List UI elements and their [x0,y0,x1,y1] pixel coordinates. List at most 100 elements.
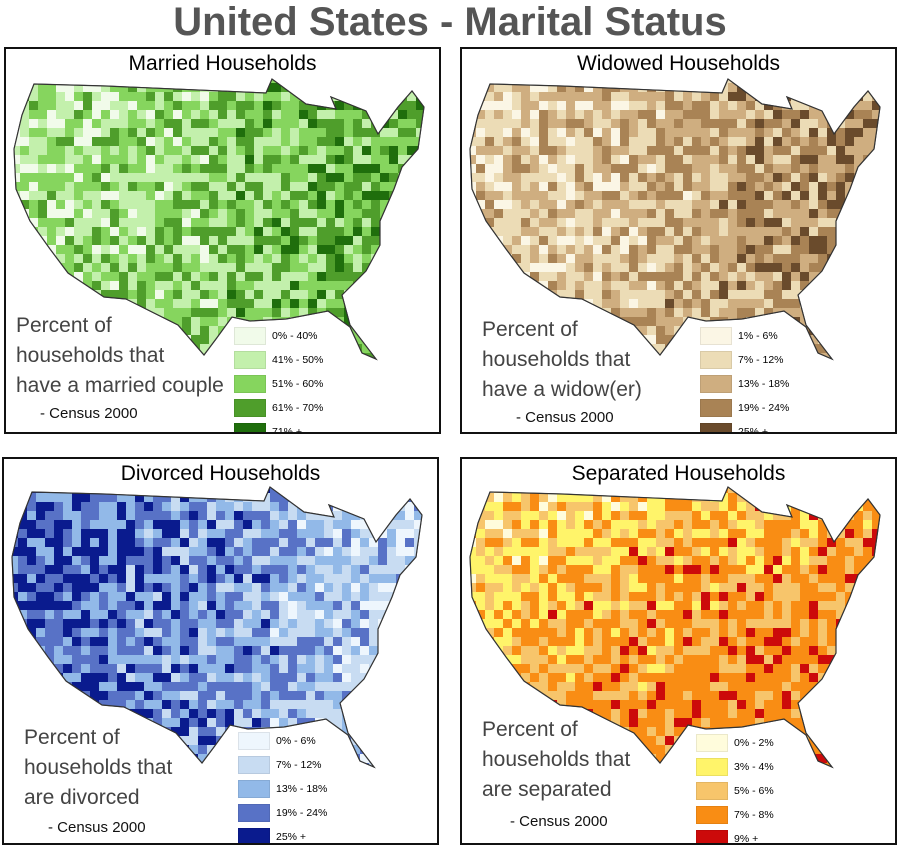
legend-item: 0% - 40% [234,324,323,348]
legend-label: 1% - 6% [738,330,778,342]
description-line: households that [16,344,165,367]
legend-label: 51% - 60% [272,378,324,390]
legend-swatch [696,734,728,752]
legend-label: 3% - 4% [734,761,774,773]
legend-item: 19% - 24% [238,801,327,825]
us-map-border [13,78,425,361]
legend-label: 19% - 24% [276,807,328,819]
legend: 0% - 6% 7% - 12% 13% - 18% 19% - 24% 25%… [238,729,327,843]
legend-label: 25% + [276,831,307,843]
legend-swatch [700,327,732,345]
legend-label: 7% - 12% [276,759,322,771]
legend-item: 9% + [696,827,774,845]
legend-swatch [700,351,732,369]
us-map-border [469,486,881,769]
source-note: - Census 2000 [48,819,146,836]
legend-swatch [696,758,728,776]
us-map-border [469,78,881,361]
legend-item: 51% - 60% [234,372,323,396]
legend-label: 71% + [272,426,303,434]
legend-swatch [238,804,270,822]
panel-title: Separated Households [571,462,786,485]
legend-item: 25% + [700,420,789,434]
legend-item: 19% - 24% [700,396,789,420]
legend-swatch [234,399,266,417]
legend-swatch [696,830,728,843]
legend: 0% - 40% 41% - 50% 51% - 60% 61% - 70% 7… [234,324,324,434]
divorced-households-map [11,486,423,769]
description-line: Percent of [482,718,578,741]
widowed-households-map [469,78,881,361]
legend-item: 25% + [238,825,327,843]
description-line: have a married couple [16,374,224,397]
widowed-households-panel: Widowed Households Percent of households… [460,47,897,434]
legend-item: 5% - 6% [696,779,774,803]
legend-label: 0% - 2% [734,737,774,749]
description-line: Percent of [16,314,112,337]
us-map-border [11,486,423,769]
legend-item: 7% - 12% [238,753,327,777]
legend-label: 25% + [738,426,769,434]
legend-item: 41% - 50% [234,348,323,372]
legend-swatch [238,732,270,750]
page-title: United States - Marital Status [173,0,727,44]
description-line: Percent of [482,318,578,341]
description-line: have a widow(er) [482,378,642,401]
source-note: - Census 2000 [510,813,608,830]
legend-item: 13% - 18% [238,777,327,801]
description: Percent of households that are separated [482,715,630,805]
legend-label: 7% - 8% [734,809,774,821]
married-households-panel: Married Households Percent of households… [4,47,441,434]
description-line: households that [482,748,631,771]
panel-title: Married Households [128,52,317,75]
legend-label: 41% - 50% [272,354,324,366]
separated-households-panel: Separated Households Percent of househol… [460,457,897,845]
legend-item: 7% - 12% [700,348,789,372]
legend-swatch [234,375,266,393]
description-line: are divorced [24,786,140,809]
legend-item: 7% - 8% [696,803,774,827]
legend-swatch [234,423,266,432]
legend: 1% - 6% 7% - 12% 13% - 18% 19% - 24% 25%… [700,324,789,434]
legend-label: 0% - 6% [276,735,316,747]
legend-item: 13% - 18% [700,372,789,396]
source-note: - Census 2000 [40,405,138,422]
legend-item: 3% - 4% [696,755,774,779]
description-line: households that [24,756,173,779]
legend-swatch [238,828,270,843]
description: Percent of households that are divorced [24,723,172,813]
description-line: Percent of [24,726,120,749]
legend-label: 0% - 40% [272,330,318,342]
legend-label: 9% + [734,833,759,845]
source-note: - Census 2000 [516,409,614,426]
description: Percent of households that have a widow(… [482,315,642,405]
legend-swatch [238,780,270,798]
panel-title: Divorced Households [120,462,321,485]
legend: 0% - 2% 3% - 4% 5% - 6% 7% - 8% 9% + [696,731,774,845]
legend-item: 0% - 2% [696,731,774,755]
legend-swatch [700,423,732,432]
legend-label: 61% - 70% [272,402,324,414]
legend-swatch [696,806,728,824]
legend-label: 13% - 18% [738,378,790,390]
legend-item: 71% + [234,420,323,434]
legend-item: 1% - 6% [700,324,789,348]
legend-swatch [700,375,732,393]
legend-swatch [696,782,728,800]
panel-title: Widowed Households [576,52,781,75]
description-line: are separated [482,778,612,801]
legend-label: 13% - 18% [276,783,328,795]
legend-label: 5% - 6% [734,785,774,797]
legend-swatch [238,756,270,774]
legend-item: 0% - 6% [238,729,327,753]
description: Percent of households that have a marrie… [16,311,224,401]
married-households-map [13,78,425,361]
description-line: households that [482,348,631,371]
legend-swatch [234,327,266,345]
legend-swatch [234,351,266,369]
legend-swatch [700,399,732,417]
divorced-households-panel: Divorced Households Percent of household… [2,457,439,845]
legend-label: 19% - 24% [738,402,790,414]
separated-households-map [469,486,881,769]
legend-label: 7% - 12% [738,354,784,366]
